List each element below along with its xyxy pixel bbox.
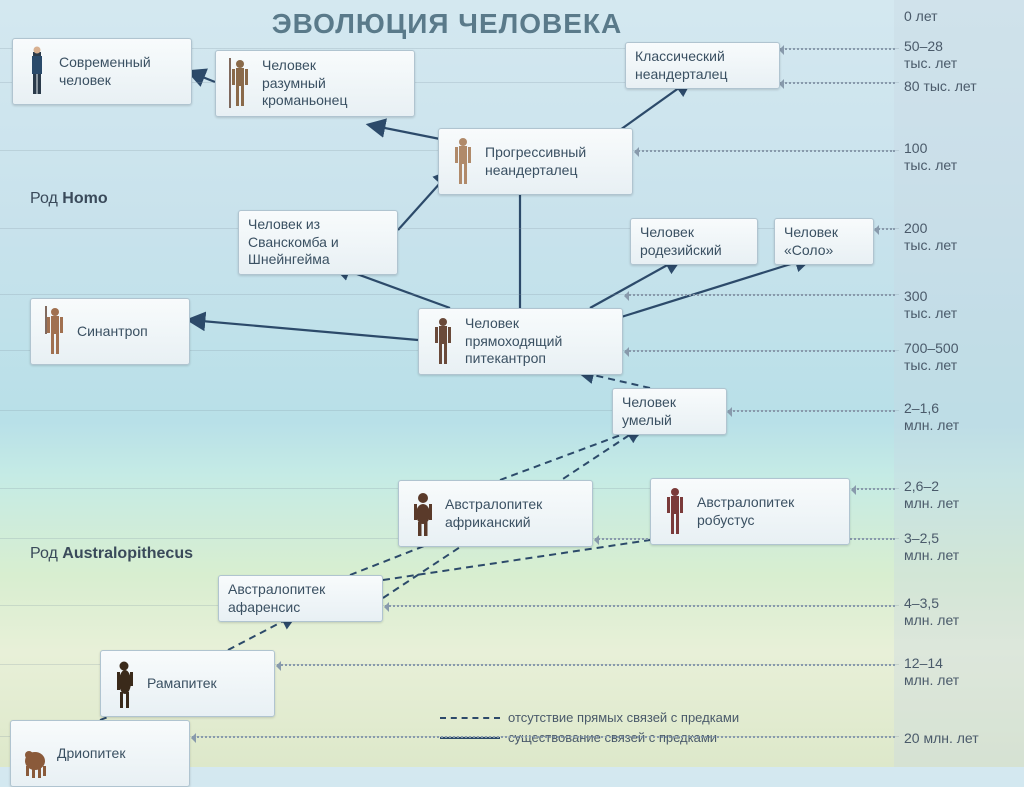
timeline-label: 100тыс. лет bbox=[904, 140, 957, 174]
hominid-icon bbox=[20, 726, 50, 781]
timeline-connector bbox=[852, 488, 895, 490]
node-swanscombe: Человек изСванскомба иШнейнгейма bbox=[238, 210, 398, 275]
node-label: Австралопитекафаренсис bbox=[228, 581, 325, 616]
node-a_afr: Австралопитекафриканский bbox=[398, 480, 593, 547]
node-label: Австралопитекафриканский bbox=[445, 496, 542, 531]
hominid-icon bbox=[448, 134, 478, 189]
hominid-icon bbox=[225, 56, 255, 111]
node-label: Человек«Соло» bbox=[784, 224, 838, 259]
timeline-connector bbox=[625, 294, 895, 296]
timeline-connector bbox=[192, 736, 895, 738]
node-label: Дриопитек bbox=[57, 745, 125, 763]
node-habilis: Человекумелый bbox=[612, 388, 727, 435]
genus-austral: Род Australopithecus bbox=[30, 545, 193, 563]
node-dryo: Дриопитек bbox=[10, 720, 190, 787]
node-label: Человекродезийский bbox=[640, 224, 722, 259]
timeline-connector bbox=[780, 48, 895, 50]
node-label: Классическийнеандерталец bbox=[635, 48, 727, 83]
timeline-connector bbox=[635, 150, 895, 152]
timeline-column: 0 лет 50–28тыс. лет 80 тыс. лет 100тыс. лет… bbox=[894, 0, 1024, 767]
node-rama: Рамапитек bbox=[100, 650, 275, 717]
legend-dashed-label: отсутствие прямых связей с предками bbox=[508, 710, 739, 725]
timeline-connector bbox=[728, 410, 895, 412]
timeline-label: 12–14млн. лет bbox=[904, 655, 959, 689]
node-rhodes: Человекродезийский bbox=[630, 218, 758, 265]
timeline-label: 80 тыс. лет bbox=[904, 78, 977, 95]
node-label: Австралопитекробустус bbox=[697, 494, 794, 529]
timeline-connector bbox=[277, 664, 895, 666]
node-neand_pr: Прогрессивныйнеандерталец bbox=[438, 128, 633, 195]
timeline-connector bbox=[385, 605, 895, 607]
legend-dashed: отсутствие прямых связей с предками bbox=[440, 710, 739, 725]
timeline-label: 4–3,5млн. лет bbox=[904, 595, 959, 629]
node-label: Современныйчеловек bbox=[59, 54, 151, 89]
node-label: Человекпрямоходящийпитекантроп bbox=[465, 315, 562, 368]
node-label: Прогрессивныйнеандерталец bbox=[485, 144, 586, 179]
node-label: Человек изСванскомба иШнейнгейма bbox=[248, 216, 339, 269]
timeline-gridline bbox=[0, 228, 899, 229]
hominid-icon bbox=[40, 304, 70, 359]
hominid-icon bbox=[428, 314, 458, 369]
node-solo: Человек«Соло» bbox=[774, 218, 874, 265]
hominid-icon bbox=[110, 656, 140, 711]
timeline-label: 2,6–2млн. лет bbox=[904, 478, 959, 512]
node-label: Синантроп bbox=[77, 323, 148, 341]
timeline-label: 2–1,6млн. лет bbox=[904, 400, 959, 434]
node-a_afar: Австралопитекафаренсис bbox=[218, 575, 383, 622]
timeline-label: 200тыс. лет bbox=[904, 220, 957, 254]
timeline-label: 3–2,5млн. лет bbox=[904, 530, 959, 564]
node-modern: Современныйчеловек bbox=[12, 38, 192, 105]
timeline-label: 300тыс. лет bbox=[904, 288, 957, 322]
legend-dash-line bbox=[440, 717, 500, 719]
hominid-icon bbox=[408, 486, 438, 541]
timeline-label: 700–500тыс. лет bbox=[904, 340, 959, 374]
node-label: Рамапитек bbox=[147, 675, 217, 693]
node-a_rob: Австралопитекробустус bbox=[650, 478, 850, 545]
node-label: Человекумелый bbox=[622, 394, 676, 429]
node-neand_cl: Классическийнеандерталец bbox=[625, 42, 780, 89]
genus-homo: Род Homo bbox=[30, 190, 108, 208]
node-erectus: Человекпрямоходящийпитекантроп bbox=[418, 308, 623, 375]
node-sinan: Синантроп bbox=[30, 298, 190, 365]
timeline-label: 20 млн. лет bbox=[904, 730, 979, 747]
timeline-connector bbox=[875, 228, 895, 230]
page-title: ЭВОЛЮЦИЯ ЧЕЛОВЕКА bbox=[0, 8, 894, 40]
timeline-connector bbox=[780, 82, 895, 84]
timeline-connector bbox=[625, 350, 895, 352]
node-label: Человекразумныйкроманьонец bbox=[262, 57, 347, 110]
hominid-icon bbox=[660, 484, 690, 539]
timeline-label: 50–28тыс. лет bbox=[904, 38, 957, 72]
hominid-icon bbox=[22, 44, 52, 99]
timeline-label: 0 лет bbox=[904, 8, 938, 25]
node-cromagnon: Человекразумныйкроманьонец bbox=[215, 50, 415, 117]
